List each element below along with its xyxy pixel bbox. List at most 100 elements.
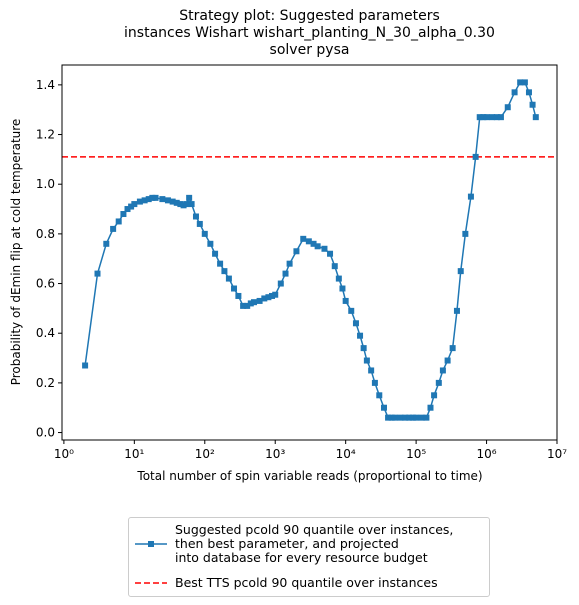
point <box>371 379 378 386</box>
point <box>269 292 276 299</box>
point <box>363 357 370 364</box>
point <box>192 213 199 220</box>
point <box>532 114 539 121</box>
point <box>110 225 117 232</box>
series-line <box>84 81 537 419</box>
point <box>277 280 284 287</box>
point <box>286 260 293 267</box>
point <box>94 270 101 277</box>
point <box>380 404 387 411</box>
point <box>449 345 456 352</box>
point <box>183 201 190 208</box>
point <box>444 357 451 364</box>
point <box>397 414 404 421</box>
point <box>145 196 152 203</box>
point <box>207 240 214 247</box>
point <box>476 114 483 121</box>
chart-title: Strategy plot: Suggested parameters inst… <box>124 8 495 58</box>
point <box>251 299 258 306</box>
legend: Suggested pcold 90 quantile over instanc… <box>128 517 490 597</box>
point <box>497 114 504 121</box>
y-tick-label: 0.2 <box>36 376 55 390</box>
x-tick-label: 10¹ <box>124 447 144 461</box>
point <box>388 414 395 421</box>
point <box>431 392 438 399</box>
point <box>124 206 131 213</box>
point <box>103 240 110 247</box>
point <box>327 250 334 257</box>
point <box>435 379 442 386</box>
point <box>272 291 279 298</box>
legend-marker <box>148 541 154 547</box>
x-tick-label: 10⁷ <box>547 447 567 461</box>
y-axis-label: Probability of dEmin flip at cold temper… <box>9 119 23 386</box>
legend-label: Best TTS pcold 90 quantile over instance… <box>175 575 438 590</box>
point <box>483 114 490 121</box>
x-tick-label: 10⁵ <box>406 447 426 461</box>
point <box>240 302 247 309</box>
legend-entry: Suggested pcold 90 quantile over instanc… <box>129 522 453 566</box>
point <box>152 194 159 201</box>
point <box>305 238 312 245</box>
point <box>413 414 420 421</box>
point <box>427 404 434 411</box>
point <box>402 414 409 421</box>
y-tick-label: 0.4 <box>36 326 55 340</box>
point <box>186 194 193 201</box>
point <box>348 307 355 314</box>
point <box>521 79 528 86</box>
point <box>529 101 536 108</box>
point <box>310 240 317 247</box>
point <box>120 211 127 218</box>
point <box>201 230 208 237</box>
point <box>173 199 180 206</box>
point <box>418 414 425 421</box>
point <box>360 345 367 352</box>
point <box>221 268 228 275</box>
point <box>159 196 166 203</box>
point <box>235 292 242 299</box>
point <box>196 220 203 227</box>
x-tick-label: 10² <box>195 447 215 461</box>
point <box>244 302 251 309</box>
point <box>164 197 171 204</box>
point <box>131 201 138 208</box>
x-tick-label: 10³ <box>265 447 285 461</box>
point <box>439 367 446 374</box>
point <box>453 307 460 314</box>
legend-label: Suggested pcold 90 quantile over instanc… <box>175 522 454 565</box>
point <box>352 320 359 327</box>
point <box>282 270 289 277</box>
point <box>511 89 518 96</box>
point <box>406 414 413 421</box>
point <box>376 392 383 399</box>
point <box>504 104 511 111</box>
y-tick-label: 1.2 <box>36 128 55 142</box>
x-tick-label: 10⁰ <box>54 447 74 461</box>
point <box>188 201 195 208</box>
point <box>457 268 464 275</box>
point <box>177 201 184 208</box>
x-tick-label: 10⁴ <box>336 447 356 461</box>
point <box>300 235 307 242</box>
x-tick-label: 10⁶ <box>477 447 497 461</box>
legend-swatch <box>135 541 167 547</box>
point <box>357 332 364 339</box>
point <box>462 230 469 237</box>
point <box>256 297 263 304</box>
point <box>339 285 346 292</box>
point <box>423 414 430 421</box>
point <box>525 89 532 96</box>
point <box>342 297 349 304</box>
point <box>231 285 238 292</box>
legend-swatch <box>135 582 167 584</box>
point <box>293 248 300 255</box>
y-tick-label: 0.6 <box>36 277 55 291</box>
point <box>409 414 416 421</box>
point <box>517 79 524 86</box>
y-tick-label: 0.0 <box>36 426 55 440</box>
point <box>265 294 272 301</box>
point <box>314 243 321 250</box>
point <box>212 250 219 257</box>
